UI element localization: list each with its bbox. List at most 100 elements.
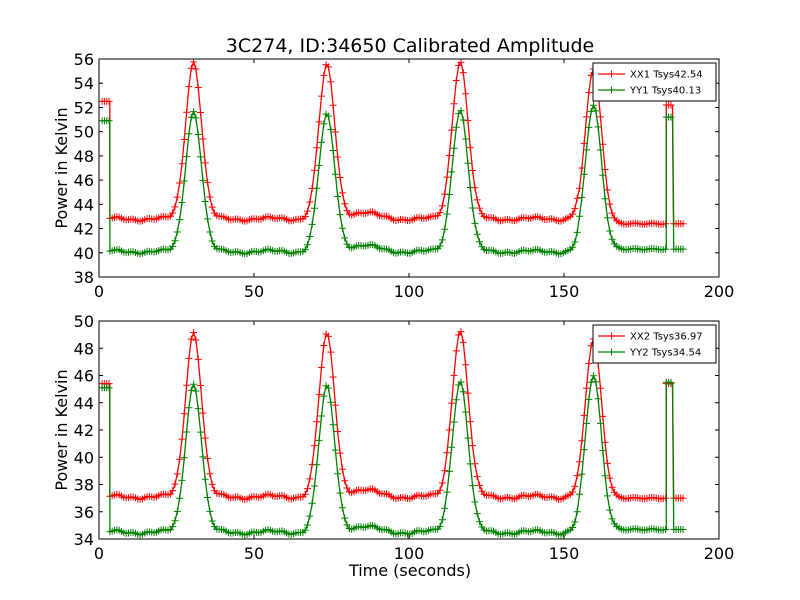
data-point	[171, 480, 179, 488]
x-tick-label: 100	[394, 544, 425, 563]
data-point	[450, 144, 458, 152]
data-point	[599, 446, 607, 454]
y-tick-label: 36	[74, 503, 94, 522]
data-point	[320, 341, 328, 349]
data-point	[594, 395, 602, 403]
data-point	[580, 170, 588, 178]
data-point	[608, 483, 616, 491]
data-point	[308, 220, 316, 228]
data-point	[329, 373, 337, 381]
data-point	[331, 446, 339, 454]
data-point	[171, 237, 179, 245]
data-point	[327, 78, 335, 86]
legend-marker	[608, 348, 615, 356]
data-point	[443, 449, 451, 457]
legend-label: XX2 Tsys36.97	[630, 332, 703, 343]
data-point	[469, 204, 477, 212]
data-point	[334, 428, 342, 436]
data-point	[596, 419, 604, 427]
data-point	[438, 516, 446, 524]
data-point	[580, 446, 588, 454]
y-tick-label: 54	[74, 74, 94, 93]
data-point	[313, 184, 321, 192]
data-point	[201, 475, 209, 483]
data-point	[603, 492, 611, 500]
data-point	[576, 184, 584, 192]
data-point	[459, 116, 467, 124]
data-point	[180, 410, 188, 418]
data-point	[585, 89, 593, 97]
y-tick-label: 56	[74, 50, 94, 69]
data-point	[206, 228, 214, 236]
data-point	[476, 481, 484, 489]
data-point	[589, 372, 597, 380]
legend-box	[592, 324, 717, 364]
data-point	[667, 101, 675, 109]
data-point	[308, 499, 316, 507]
data-point	[587, 378, 595, 386]
data-point	[313, 418, 321, 426]
data-point	[457, 59, 465, 66]
data-point	[194, 355, 202, 363]
data-point	[473, 473, 481, 481]
data-point	[606, 227, 614, 235]
data-point	[105, 97, 113, 105]
data-point	[201, 434, 209, 442]
data-point	[606, 474, 614, 482]
legend-marker	[608, 70, 615, 78]
data-point	[450, 371, 458, 379]
legend-entry: YY2 Tsys34.54	[598, 348, 701, 359]
data-point	[571, 518, 579, 526]
data-point	[452, 347, 460, 355]
x-tick-label: 50	[244, 282, 264, 301]
data-point	[443, 173, 451, 181]
data-point	[603, 186, 611, 194]
data-point	[178, 199, 186, 207]
data-point	[301, 490, 309, 498]
data-point	[576, 458, 584, 466]
data-point	[571, 482, 579, 490]
data-point	[185, 130, 193, 138]
data-point	[304, 485, 312, 493]
data-point	[445, 191, 453, 199]
data-point	[317, 363, 325, 371]
data-point	[199, 135, 207, 143]
data-point	[317, 92, 325, 100]
data-point	[571, 205, 579, 213]
data-point	[569, 210, 577, 218]
data-point	[334, 153, 342, 161]
y-tick-label: 40	[74, 244, 94, 263]
y-tick-label: 42	[74, 220, 94, 239]
y-tick-label: 46	[74, 367, 94, 386]
data-point	[173, 470, 181, 478]
data-point	[606, 200, 614, 208]
data-point	[459, 338, 467, 346]
data-point	[576, 212, 584, 220]
data-point	[194, 83, 202, 91]
data-point	[573, 194, 581, 202]
data-point	[208, 203, 216, 211]
data-point	[208, 480, 216, 488]
data-point	[336, 449, 344, 457]
data-point	[679, 494, 687, 502]
data-point	[662, 494, 670, 502]
data-point	[304, 207, 312, 215]
data-point	[171, 517, 179, 525]
data-point	[204, 215, 212, 223]
data-point	[336, 489, 344, 497]
data-point	[317, 138, 325, 146]
data-point	[476, 238, 484, 246]
data-point	[580, 411, 588, 419]
y-tick-label: 46	[74, 171, 94, 190]
data-point	[192, 336, 200, 344]
data-point	[462, 135, 470, 143]
data-point	[190, 380, 198, 388]
data-point	[329, 101, 337, 109]
data-point	[583, 419, 591, 427]
y-tick-label: 38	[74, 268, 94, 287]
data-point	[466, 144, 474, 152]
data-point	[180, 135, 188, 143]
data-point	[585, 123, 593, 131]
